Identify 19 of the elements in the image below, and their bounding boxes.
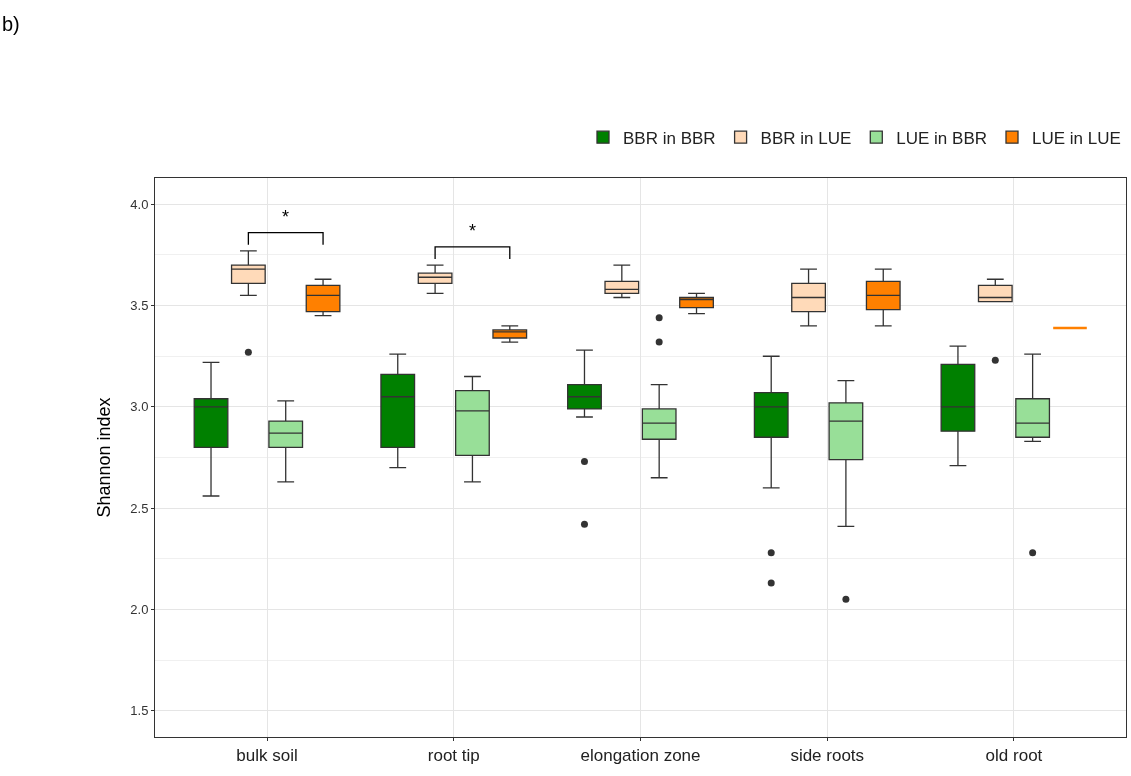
legend-label: LUE in LUE — [1032, 128, 1121, 148]
y-tick-label: 3.5 — [130, 298, 149, 314]
y-axis-title: Shannon index — [93, 397, 114, 518]
y-tick-label: 3.0 — [130, 399, 149, 415]
x-tick-label: bulk soil — [236, 746, 298, 766]
annotation: * — [469, 221, 477, 241]
x-tick-label: root tip — [427, 746, 480, 766]
x-tick-label: side roots — [790, 746, 865, 766]
legend-label: BBR in LUE — [760, 128, 852, 148]
text: b) — [2, 13, 20, 35]
legend-label: BBR in BBR — [623, 128, 716, 148]
x-tick-label: elongation zone — [580, 746, 701, 766]
y-tick-label: 4.0 — [130, 196, 149, 212]
legend-label: LUE in BBR — [896, 128, 987, 148]
annotation: * — [282, 207, 290, 227]
x-tick-label: old root — [985, 746, 1043, 766]
y-tick-label: 1.5 — [130, 703, 149, 719]
y-tick-label: 2.0 — [130, 601, 149, 617]
y-tick-label: 2.5 — [130, 500, 149, 516]
